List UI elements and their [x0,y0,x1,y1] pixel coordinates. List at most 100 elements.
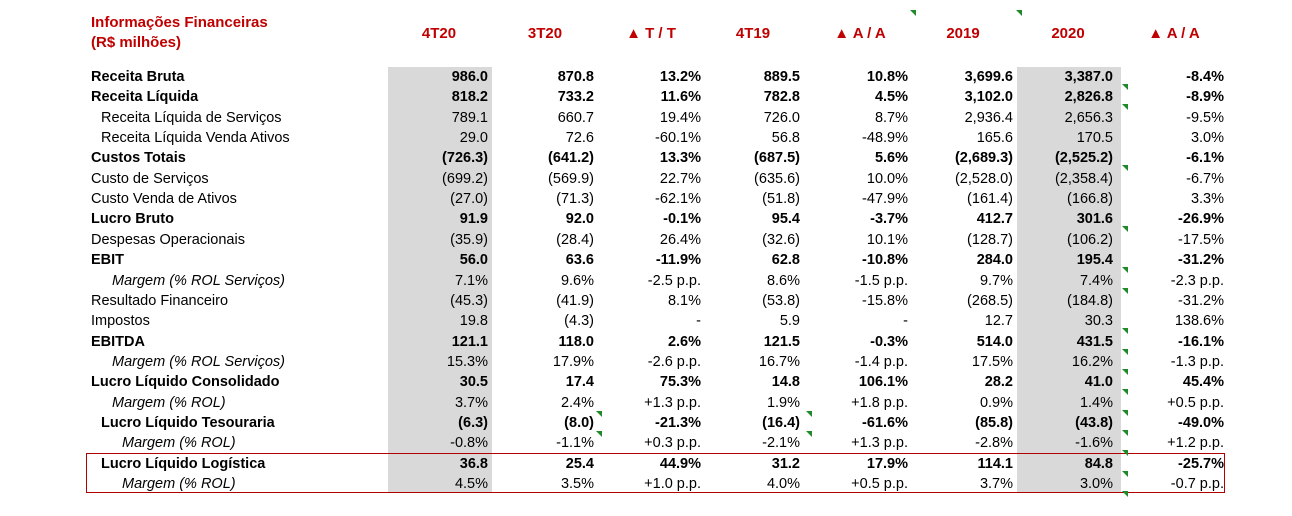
cell-3t20: (8.0) [564,414,594,431]
cell-2020: 301.6 [1076,211,1113,228]
cell-2020: 30.3 [1084,313,1113,330]
cell-4t20: 7.1% [454,272,488,289]
cell-2020: (43.8) [1075,414,1113,431]
cell-3t20: 870.8 [557,69,594,85]
cell-3t20: (641.2) [548,150,594,167]
cell-aa-quarter: 8.7% [874,109,908,126]
cell-tt: -11.9% [655,252,701,269]
tick-mark [1122,267,1128,274]
cell-aa-quarter: -15.8% [862,292,908,309]
cell-tt: +0.3 p.p. [644,435,701,452]
cell-tt: +1.0 p.p. [644,476,701,492]
cell-2019: -2.8% [975,435,1013,452]
cell-aa-year: -8.9% [1186,89,1224,106]
row-label: Margem (% ROL) [112,394,226,411]
cell-3t20: 118.0 [558,333,595,350]
cell-aa-year: -8.4% [1186,69,1224,85]
cell-4t19: (687.5) [754,150,800,167]
tick-mark [1122,450,1128,457]
row-label: Margem (% ROL) [122,476,236,492]
cell-aa-year: +0.5 p.p. [1167,394,1224,411]
row-label: EBITDA [91,333,145,350]
cell-4t19: 726.0 [763,109,800,126]
cell-aa-quarter: 17.9% [866,455,908,472]
cell-aa-quarter: +0.5 p.p. [851,476,908,492]
cell-aa-quarter: - [903,313,908,330]
cell-2019: 12.7 [984,313,1013,330]
cell-4t19: 121.5 [763,333,800,350]
tick-mark [1122,104,1128,111]
cell-aa-quarter: 106.1% [858,374,908,391]
cell-2019: 3,102.0 [964,89,1013,106]
table-row: Lucro Líquido Logística 36.8 25.4 44.9% 31.2… [0,454,1292,474]
cell-aa-year: 45.4% [1182,374,1224,391]
cell-tt: -21.3% [655,414,701,431]
cell-tt: -62.1% [655,191,701,208]
cell-aa-year: 3.0% [1190,130,1224,147]
cell-3t20: 2.4% [560,394,594,411]
shade-column-4t20 [388,67,492,493]
cell-aa-quarter: 4.5% [874,89,908,106]
cell-2020: 7.4% [1079,272,1113,289]
table-row: Impostos 19.8 (4.3) - 5.9 - 12.7 30.3 138.6% [0,311,1292,331]
cell-aa-quarter: -1.5 p.p. [854,272,908,289]
row-label: Margem (% ROL Serviços) [112,272,285,289]
table-row: Receita Líquida Venda Ativos 29.0 72.6 -60.… [0,128,1292,148]
cell-tt: 11.6% [660,89,701,106]
cell-4t19: 31.2 [771,455,800,472]
row-label: Lucro Líquido Logística [101,455,266,472]
cell-4t19: 62.8 [771,252,800,269]
cell-aa-quarter: 10.0% [866,170,908,187]
table-row: Custo de Serviços (699.2) (569.9) 22.7% (635… [0,169,1292,189]
row-label: Lucro Bruto [91,211,174,228]
cell-2019: 284.0 [976,252,1013,269]
cell-aa-year: 138.6% [1174,313,1224,330]
cell-aa-year: 3.3% [1190,191,1224,208]
cell-2020: (106.2) [1067,231,1113,248]
cell-aa-quarter: -47.9% [862,191,908,208]
cell-2020: 3,387.0 [1064,69,1113,85]
cell-4t19: 56.8 [771,130,800,147]
table-row: Receita Bruta 986.0 870.8 13.2% 889.5 10.8% 3,… [0,67,1292,87]
cell-2019: (2,689.3) [954,150,1013,167]
table-row: Margem (% ROL) 3.7% 2.4% +1.3 p.p. 1.9% +1.8 … [0,393,1292,413]
cell-2019: (161.4) [967,191,1013,208]
row-label: Custo Venda de Ativos [91,191,237,208]
cell-tt: 44.9% [659,455,701,472]
row-label: Margem (% ROL Serviços) [112,353,285,370]
cell-tt: 2.6% [667,333,701,350]
cell-4t19: 889.5 [763,69,800,85]
row-label: Custo de Serviços [91,170,209,187]
cell-4t20: (27.0) [450,191,488,208]
tick-mark [596,410,602,417]
cell-aa-quarter: -61.6% [862,414,908,431]
cell-2019: 412.7 [976,211,1013,228]
cell-tt: -2.5 p.p. [647,272,701,289]
cell-3t20: 72.6 [565,130,594,147]
logistica-highlight-box [86,453,1225,493]
cell-2020: 195.4 [1076,252,1113,269]
tick-mark [1122,491,1128,497]
cell-tt: 75.3% [659,374,701,391]
row-label: Margem (% ROL) [122,435,236,452]
cell-2020: (2,525.2) [1054,150,1113,167]
cell-4t20: (699.2) [442,170,488,187]
cell-aa-year: -16.1% [1178,333,1224,350]
cell-4t20: 19.8 [459,313,488,330]
cell-4t20: 91.9 [459,211,488,228]
title-line-1: Informações Financeiras [91,14,268,31]
tick-mark [1122,389,1128,396]
cell-2019: 114.1 [977,455,1014,472]
cell-tt: 19.4% [659,109,701,126]
cell-2019: (85.8) [975,414,1013,431]
cell-4t19: 782.8 [763,89,800,106]
tick-mark [1122,348,1128,355]
tick-mark [1122,470,1128,477]
cell-tt: 8.1% [667,292,701,309]
tick-mark [1122,165,1128,172]
cell-aa-year: -25.7% [1178,455,1224,472]
cell-4t19: 1.9% [766,394,800,411]
cell-2020: 1.4% [1079,394,1113,411]
cell-4t19: (16.4) [762,414,800,431]
cell-4t19: 5.9 [779,313,800,330]
